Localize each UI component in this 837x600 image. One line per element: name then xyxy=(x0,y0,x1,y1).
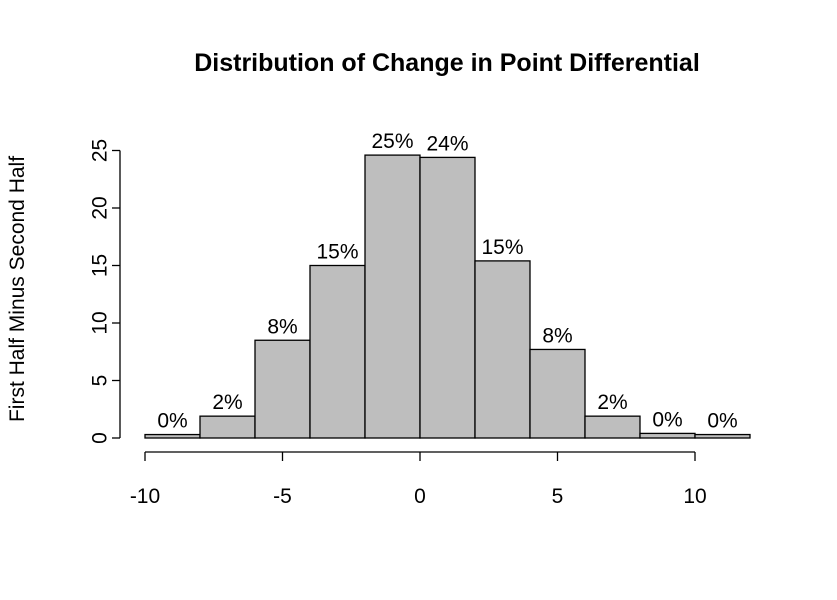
y-axis-label: First Half Minus Second Half xyxy=(6,156,29,422)
histogram-bar xyxy=(254,339,311,439)
histogram-bar xyxy=(419,156,476,439)
bar-percent-label: 0% xyxy=(707,410,737,433)
bar-percent-label: 24% xyxy=(426,132,468,155)
bar-percent-label: 25% xyxy=(371,130,413,153)
bar-percent-label: 8% xyxy=(542,324,572,347)
bars-group xyxy=(144,154,751,439)
histogram-bar xyxy=(694,433,751,439)
bar-percent-label: 0% xyxy=(157,410,187,433)
histogram-bar xyxy=(529,348,586,439)
histogram-bar xyxy=(144,433,201,439)
bar-percent-label: 2% xyxy=(212,391,242,414)
x-axis: -10 -5 0 5 10 xyxy=(130,451,707,508)
histogram-bar xyxy=(199,415,256,439)
y-tick-label: 10 xyxy=(88,311,111,334)
y-tick-label: 20 xyxy=(88,196,111,219)
histogram-bar xyxy=(474,260,531,439)
x-tick-label: 10 xyxy=(683,485,706,508)
histogram-bar xyxy=(584,415,641,439)
bar-percent-label: 15% xyxy=(316,241,358,264)
bar-labels-group: 0% 2% 8% 15% 25% 24% 15% 8% 2% 0% 0% xyxy=(157,130,737,432)
y-axis: 0 5 10 15 20 25 xyxy=(88,139,121,444)
x-tick-label: 5 xyxy=(552,485,564,508)
y-tick-label: 25 xyxy=(88,139,111,162)
y-tick-label: 5 xyxy=(88,375,111,387)
x-tick-label: -5 xyxy=(273,485,292,508)
bar-percent-label: 15% xyxy=(481,236,523,259)
x-tick-label: 0 xyxy=(414,485,426,508)
chart-title: Distribution of Change in Point Differen… xyxy=(194,49,700,77)
bar-percent-label: 2% xyxy=(597,391,627,414)
y-tick-label: 15 xyxy=(88,254,111,277)
y-tick-label: 0 xyxy=(88,432,111,444)
bar-percent-label: 8% xyxy=(267,315,297,338)
histogram-bar xyxy=(364,154,421,439)
histogram-bar xyxy=(639,432,696,439)
x-tick-label: -10 xyxy=(130,485,160,508)
bar-percent-label: 0% xyxy=(652,408,682,431)
histogram-bar xyxy=(309,264,366,439)
